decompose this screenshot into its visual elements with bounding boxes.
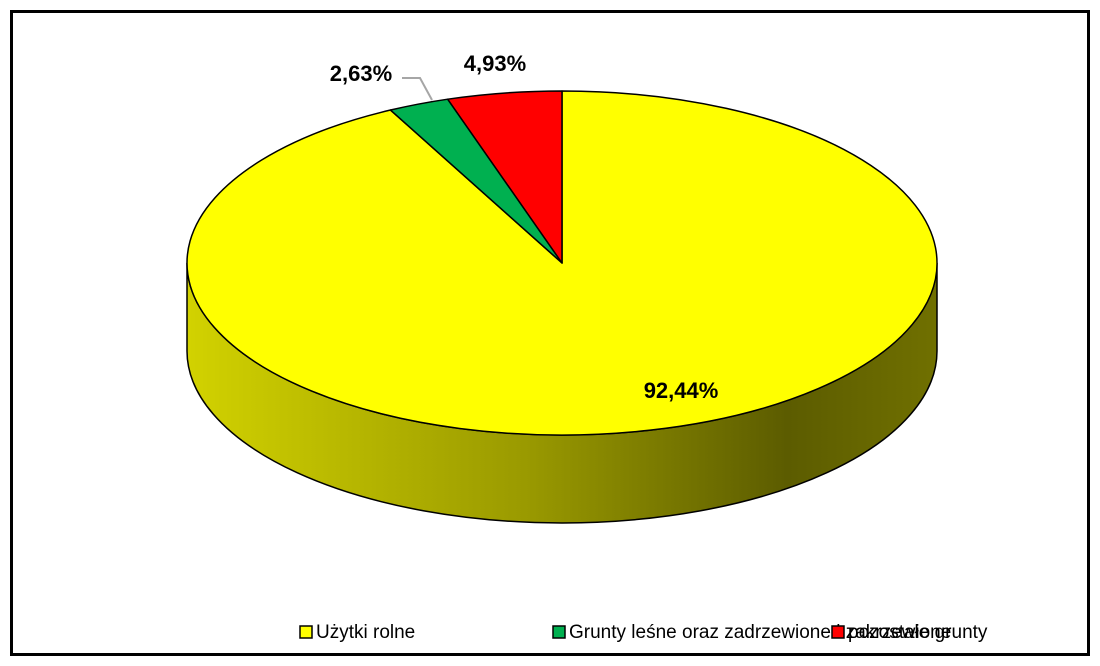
data-label: 2,63% <box>330 61 392 86</box>
pie <box>186 90 938 524</box>
legend-swatch <box>831 625 845 639</box>
legend-swatch <box>552 625 566 639</box>
leader-line <box>402 77 433 101</box>
legend-label: Grunty leśne oraz zadrzewione i zakrzewi… <box>569 622 951 643</box>
data-label: 4,93% <box>464 51 526 76</box>
data-label: 92,44% <box>644 378 719 403</box>
legend-label: pozostałe grunty <box>848 622 988 643</box>
labels: 92,44% 2,63% 4,93% <box>330 51 719 403</box>
legend: Użytki rolne Grunty leśne oraz zadrzewion… <box>299 622 988 643</box>
legend-swatch <box>299 625 313 639</box>
pie-slice <box>446 90 563 264</box>
legend-label: Użytki rolne <box>316 622 415 643</box>
